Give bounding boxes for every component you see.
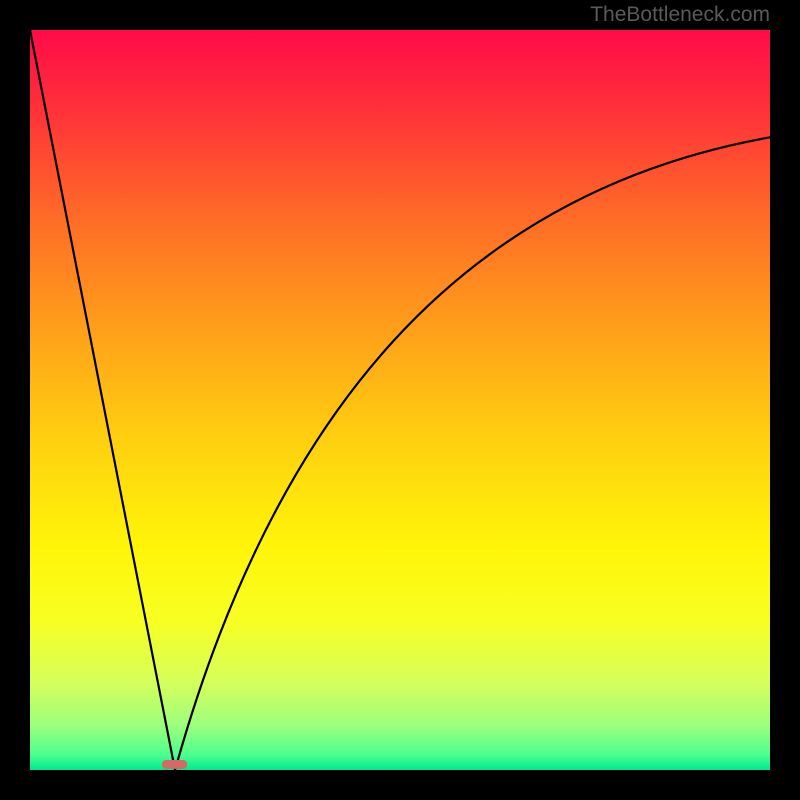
watermark-text: TheBottleneck.com bbox=[590, 3, 770, 27]
chart-frame: TheBottleneck.com bbox=[0, 0, 800, 800]
min-marker bbox=[162, 760, 187, 769]
plot-area bbox=[30, 30, 770, 770]
bottleneck-curve bbox=[30, 30, 770, 770]
